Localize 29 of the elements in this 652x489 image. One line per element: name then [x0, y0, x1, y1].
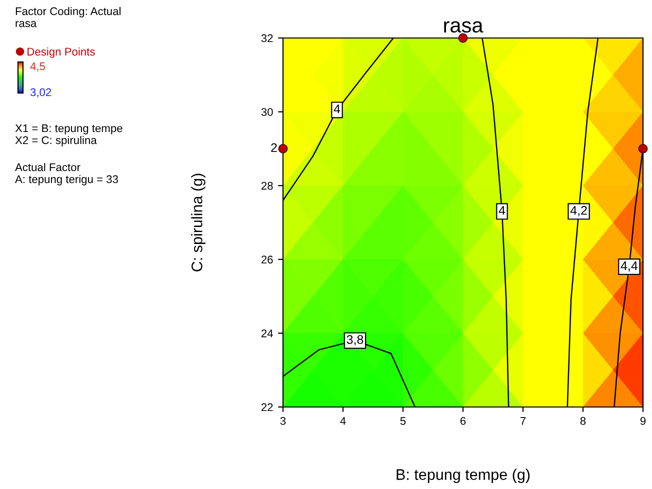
x-axis-title: B: tepung tempe (g) — [396, 468, 530, 483]
annotation: 2 — [271, 143, 277, 152]
text: 4,5 — [30, 62, 45, 72]
y-tick-label: 32 — [261, 34, 273, 42]
point — [638, 144, 648, 154]
legend-label: Design Points — [28, 47, 95, 58]
text: 3,02 — [30, 88, 52, 98]
x-tick-label: 4 — [340, 417, 346, 425]
y-tick-label: 30 — [261, 108, 273, 116]
x-tick-label: 6 — [460, 417, 466, 425]
x-tick-label: 9 — [640, 417, 646, 425]
chart-title: rasa — [444, 21, 484, 33]
annotation: 3,8 — [346, 335, 364, 346]
y-tick-label: 24 — [261, 329, 273, 338]
x-tick-label: 3 — [280, 417, 286, 425]
point — [458, 33, 468, 43]
y-tick-label: 22 — [261, 403, 273, 412]
y-tick-label: 26 — [261, 256, 273, 264]
point — [278, 144, 288, 154]
y-axis-title: C: spirulina (g) — [191, 174, 206, 272]
text: X1 = B: tepung tempe X2 = C: spirulina — [15, 124, 122, 146]
annotation: 4,2 — [570, 206, 587, 216]
x-tick-label: 7 — [520, 417, 526, 425]
x-tick-label: 5 — [400, 417, 406, 425]
text: Actual Factor A: tepung terigu = 33 — [15, 163, 118, 186]
x-tick-label: 8 — [580, 417, 586, 425]
annotation: 4,4 — [620, 261, 638, 272]
text: Factor Coding: Actual rasa — [16, 7, 120, 28]
y-tick-label: 28 — [261, 182, 273, 190]
